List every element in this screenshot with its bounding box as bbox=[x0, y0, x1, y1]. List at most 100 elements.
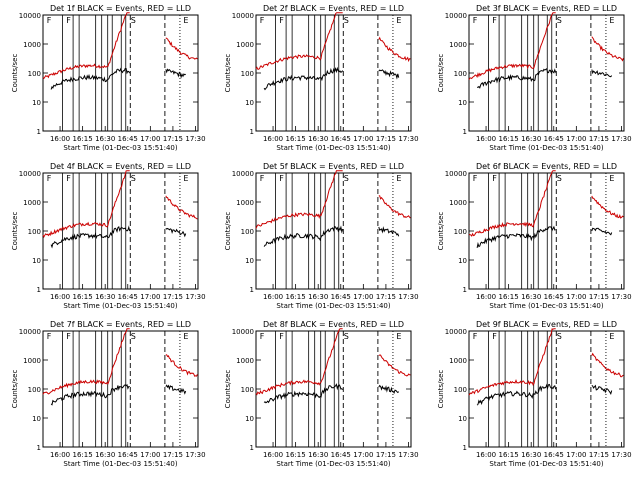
x-tick-label: 17:30 bbox=[185, 451, 205, 459]
panel-4f: Det 4f BLACK = Events, RED = LLD 1 10 100 10… bbox=[11, 162, 206, 310]
x-tick-label: 16:15 bbox=[73, 135, 93, 143]
y-tick-label: 1 bbox=[37, 444, 41, 452]
y-tick-label: 1000 bbox=[236, 357, 254, 365]
x-tick-label: 16:00 bbox=[476, 135, 496, 143]
x-tick-label: 16:30 bbox=[95, 135, 115, 143]
y-tick-label: 100 bbox=[454, 228, 467, 236]
y-axis-label: Counts/sec bbox=[437, 370, 445, 409]
x-tick-label: 17:15 bbox=[589, 293, 609, 301]
x-tick-label: 17:30 bbox=[398, 135, 418, 143]
x-axis-label: Start Time (01-Dec-03 15:51:40) bbox=[489, 460, 603, 468]
y-tick-label: 10000 bbox=[445, 170, 467, 178]
band-label: F bbox=[66, 16, 71, 25]
y-tick-label: 100 bbox=[454, 70, 467, 78]
y-axis-label: Counts/sec bbox=[224, 212, 232, 251]
band-label: F bbox=[260, 174, 265, 183]
x-axis-label: Start Time (01-Dec-03 15:51:40) bbox=[63, 302, 177, 310]
x-tick-label: 17:00 bbox=[140, 135, 160, 143]
band-label: E bbox=[609, 16, 614, 25]
x-tick-label: 17:00 bbox=[140, 451, 160, 459]
y-tick-label: 1 bbox=[463, 444, 467, 452]
x-tick-label: 17:30 bbox=[611, 135, 631, 143]
x-tick-label: 16:30 bbox=[308, 135, 328, 143]
y-tick-label: 10 bbox=[245, 99, 254, 107]
lld-series bbox=[255, 12, 411, 70]
events-series bbox=[477, 68, 613, 89]
y-tick-label: 100 bbox=[28, 70, 41, 78]
x-tick-label: 17:30 bbox=[185, 293, 205, 301]
lld-series bbox=[255, 328, 411, 396]
y-axis-label: Counts/sec bbox=[11, 212, 19, 251]
y-tick-label: 1 bbox=[250, 128, 254, 136]
x-tick-label: 16:30 bbox=[308, 293, 328, 301]
band-label: S bbox=[557, 332, 562, 341]
y-tick-label: 1000 bbox=[236, 41, 254, 49]
panel-1f: Det 1f BLACK = Events, RED = LLD 1 10 100 10… bbox=[11, 4, 206, 152]
panel-title: Det 1f BLACK = Events, RED = LLD bbox=[50, 4, 191, 13]
x-tick-label: 16:00 bbox=[476, 293, 496, 301]
y-tick-label: 100 bbox=[28, 228, 41, 236]
y-tick-label: 1000 bbox=[236, 199, 254, 207]
band-label: S bbox=[344, 174, 349, 183]
y-tick-label: 10000 bbox=[19, 12, 41, 20]
band-label: F bbox=[279, 174, 284, 183]
x-tick-label: 17:30 bbox=[398, 293, 418, 301]
x-tick-label: 16:15 bbox=[286, 293, 306, 301]
y-tick-label: 1 bbox=[463, 128, 467, 136]
y-tick-label: 100 bbox=[454, 386, 467, 394]
x-tick-label: 16:30 bbox=[95, 451, 115, 459]
x-tick-label: 17:30 bbox=[611, 451, 631, 459]
panel-7f: Det 7f BLACK = Events, RED = LLD 1 10 100 10… bbox=[11, 320, 206, 468]
x-tick-label: 16:45 bbox=[118, 135, 138, 143]
x-axis-label: Start Time (01-Dec-03 15:51:40) bbox=[63, 144, 177, 152]
x-axis-label: Start Time (01-Dec-03 15:51:40) bbox=[276, 144, 390, 152]
panel-title: Det 5f BLACK = Events, RED = LLD bbox=[263, 162, 404, 171]
y-axis-label: Counts/sec bbox=[11, 370, 19, 409]
y-tick-label: 10000 bbox=[445, 12, 467, 20]
y-tick-label: 10000 bbox=[445, 328, 467, 336]
y-tick-label: 1000 bbox=[449, 199, 467, 207]
panel-6f: Det 6f BLACK = Events, RED = LLD 1 10 100 10… bbox=[437, 162, 632, 310]
x-tick-label: 16:45 bbox=[544, 451, 564, 459]
y-axis-label: Counts/sec bbox=[11, 54, 19, 93]
events-series bbox=[263, 66, 400, 91]
band-label: F bbox=[492, 174, 497, 183]
plot-frame bbox=[468, 14, 625, 132]
x-tick-label: 16:15 bbox=[73, 293, 93, 301]
band-label: E bbox=[396, 332, 401, 341]
x-tick-label: 16:30 bbox=[521, 451, 541, 459]
band-label: F bbox=[47, 174, 52, 183]
panel-5f: Det 5f BLACK = Events, RED = LLD 1 10 100 10… bbox=[224, 162, 419, 310]
panel-title: Det 7f BLACK = Events, RED = LLD bbox=[50, 320, 191, 329]
panel-title: Det 8f BLACK = Events, RED = LLD bbox=[263, 320, 404, 329]
y-tick-label: 10 bbox=[245, 257, 254, 265]
events-series bbox=[50, 67, 186, 90]
x-tick-label: 16:45 bbox=[331, 451, 351, 459]
y-tick-label: 1000 bbox=[449, 41, 467, 49]
lld-series bbox=[42, 170, 198, 239]
y-tick-label: 10000 bbox=[232, 170, 254, 178]
band-label: S bbox=[344, 16, 349, 25]
band-label: S bbox=[557, 16, 562, 25]
plot-frame bbox=[468, 172, 625, 290]
band-label: F bbox=[473, 332, 478, 341]
x-tick-label: 16:15 bbox=[499, 451, 519, 459]
y-tick-label: 10000 bbox=[232, 12, 254, 20]
x-tick-label: 16:45 bbox=[544, 293, 564, 301]
y-tick-label: 10 bbox=[458, 257, 467, 265]
x-tick-label: 17:15 bbox=[376, 451, 396, 459]
panel-title: Det 9f BLACK = Events, RED = LLD bbox=[476, 320, 617, 329]
x-tick-label: 17:15 bbox=[163, 293, 183, 301]
band-label: E bbox=[396, 174, 401, 183]
x-tick-label: 16:15 bbox=[73, 451, 93, 459]
y-tick-label: 1 bbox=[37, 128, 41, 136]
x-tick-label: 16:15 bbox=[499, 135, 519, 143]
band-label: F bbox=[260, 16, 265, 25]
y-tick-label: 100 bbox=[28, 386, 41, 394]
band-label: F bbox=[47, 332, 52, 341]
x-tick-label: 16:45 bbox=[118, 293, 138, 301]
band-label: F bbox=[66, 174, 71, 183]
x-tick-label: 16:30 bbox=[521, 135, 541, 143]
band-label: S bbox=[131, 16, 136, 25]
